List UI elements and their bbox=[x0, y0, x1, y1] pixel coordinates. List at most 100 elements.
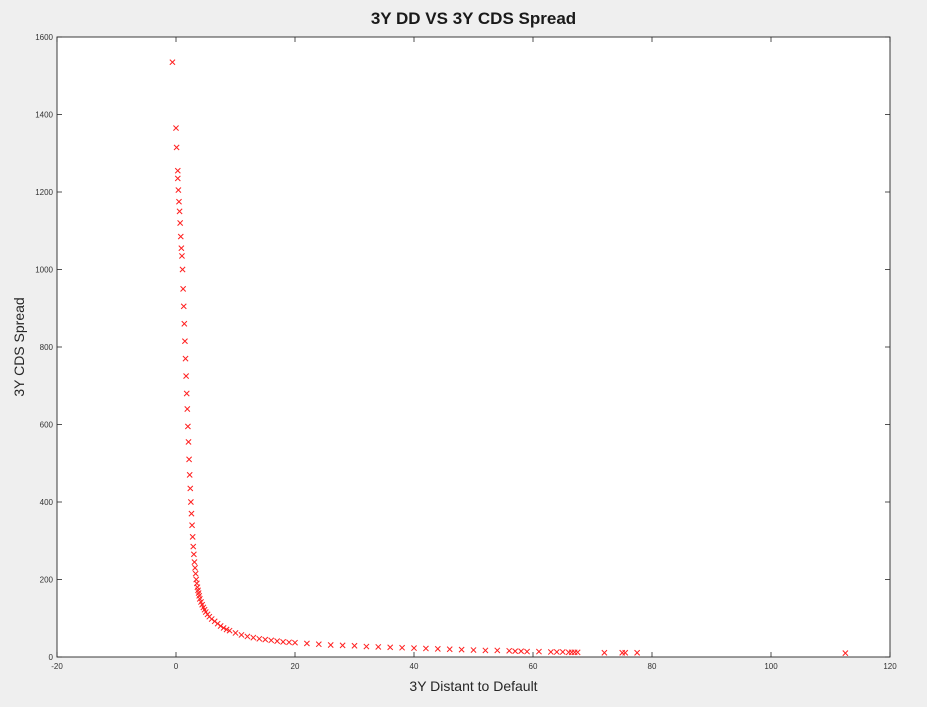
data-point bbox=[190, 551, 197, 558]
data-point bbox=[184, 423, 191, 430]
data-point bbox=[268, 637, 275, 644]
data-point bbox=[190, 543, 197, 550]
y-tick-label: 0 bbox=[49, 653, 54, 662]
data-point bbox=[178, 245, 185, 252]
data-point bbox=[189, 533, 196, 540]
data-point bbox=[191, 559, 198, 566]
x-axis-label: 3Y Distant to Default bbox=[409, 678, 537, 694]
data-point bbox=[842, 650, 849, 657]
data-point bbox=[280, 638, 287, 645]
data-point bbox=[494, 647, 501, 654]
data-point bbox=[192, 564, 198, 571]
data-point bbox=[399, 644, 406, 651]
data-point bbox=[187, 499, 194, 505]
data-point bbox=[177, 233, 184, 240]
data-point bbox=[184, 406, 191, 412]
data-point bbox=[375, 643, 382, 650]
data-point bbox=[173, 125, 179, 132]
data-point bbox=[339, 642, 346, 649]
data-point bbox=[232, 630, 239, 636]
data-point bbox=[512, 648, 519, 655]
data-point bbox=[188, 510, 195, 517]
data-point bbox=[351, 642, 358, 649]
data-point bbox=[446, 646, 453, 653]
data-point bbox=[192, 570, 199, 577]
data-point bbox=[169, 59, 176, 66]
data-point bbox=[547, 649, 554, 655]
data-point bbox=[274, 638, 281, 645]
data-point bbox=[180, 303, 187, 310]
y-axis: 0 200 400 600 800 1000 1200 1400 1600 bbox=[35, 33, 890, 662]
y-tick-label: 200 bbox=[40, 576, 54, 585]
data-point bbox=[327, 642, 334, 648]
x-tick-label: 0 bbox=[174, 662, 179, 671]
plot-area bbox=[56, 36, 891, 658]
data-point bbox=[387, 644, 394, 651]
data-point bbox=[238, 631, 245, 638]
data-point bbox=[411, 645, 417, 652]
data-point bbox=[189, 522, 196, 529]
x-tick-label: 80 bbox=[648, 662, 657, 671]
x-tick-label: 60 bbox=[529, 662, 538, 671]
data-point bbox=[559, 649, 566, 655]
data-point bbox=[174, 175, 181, 182]
x-tick-label: 40 bbox=[410, 662, 419, 671]
y-tick-label: 1600 bbox=[35, 33, 53, 42]
data-point bbox=[220, 624, 227, 631]
x-tick-label: 120 bbox=[883, 662, 897, 671]
data-point bbox=[524, 648, 531, 655]
data-point bbox=[183, 390, 190, 397]
scatter-series bbox=[169, 59, 849, 657]
y-tick-label: 1000 bbox=[35, 266, 53, 275]
data-point bbox=[181, 338, 188, 345]
x-tick-label: 20 bbox=[291, 662, 300, 671]
data-point bbox=[315, 641, 322, 648]
y-axis-label: 3Y CDS Spread bbox=[11, 297, 27, 396]
y-tick-label: 1400 bbox=[35, 111, 53, 120]
data-point bbox=[174, 167, 181, 174]
data-point bbox=[518, 648, 525, 655]
y-tick-label: 800 bbox=[40, 343, 54, 352]
x-tick-label: -20 bbox=[51, 662, 63, 671]
data-point bbox=[482, 647, 489, 654]
data-point bbox=[250, 634, 257, 641]
y-tick-label: 1200 bbox=[35, 188, 53, 197]
data-point bbox=[292, 639, 298, 646]
data-point bbox=[574, 649, 581, 656]
data-point bbox=[363, 643, 370, 650]
data-point bbox=[186, 456, 193, 463]
data-point bbox=[187, 485, 194, 492]
data-point bbox=[185, 438, 192, 445]
data-point bbox=[535, 648, 542, 655]
data-point bbox=[458, 646, 465, 653]
data-point bbox=[303, 640, 310, 647]
data-point bbox=[178, 252, 185, 259]
data-point bbox=[256, 635, 263, 642]
data-point bbox=[181, 320, 188, 327]
data-point bbox=[173, 144, 180, 151]
data-point bbox=[186, 471, 193, 478]
data-point bbox=[176, 198, 182, 205]
data-point bbox=[634, 649, 641, 656]
x-tick-label: 100 bbox=[764, 662, 778, 671]
y-tick-label: 400 bbox=[40, 498, 54, 507]
data-point bbox=[226, 627, 233, 634]
chart-title: 3Y DD VS 3Y CDS Spread bbox=[371, 9, 576, 28]
data-point bbox=[180, 285, 187, 292]
data-point bbox=[176, 208, 183, 215]
data-point bbox=[179, 266, 186, 273]
data-point bbox=[470, 647, 477, 653]
data-point bbox=[196, 595, 203, 602]
data-point bbox=[286, 639, 293, 646]
data-point bbox=[177, 220, 184, 226]
data-point bbox=[422, 645, 429, 652]
data-point bbox=[434, 645, 441, 652]
data-point bbox=[182, 355, 189, 362]
data-point bbox=[175, 187, 182, 194]
data-point bbox=[244, 633, 251, 640]
y-tick-label: 600 bbox=[40, 421, 54, 430]
data-point bbox=[601, 649, 608, 656]
data-point bbox=[622, 649, 629, 656]
data-point bbox=[183, 373, 190, 380]
